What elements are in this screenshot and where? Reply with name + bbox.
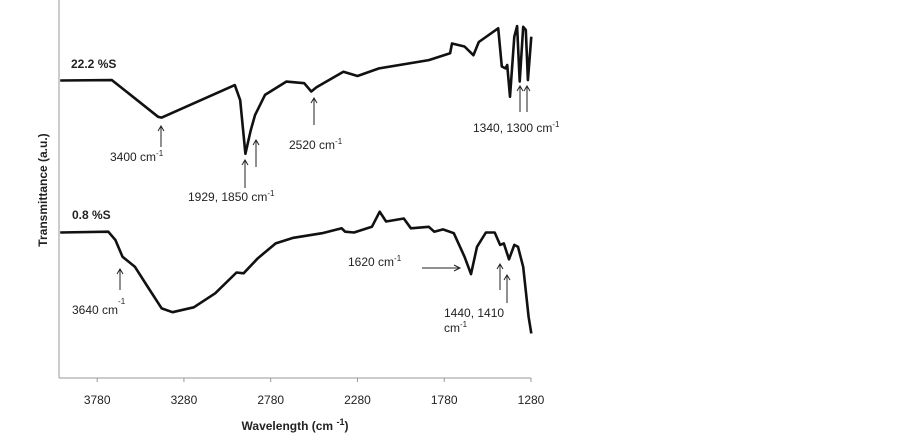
annotation-2520: 2520 cm-1	[289, 97, 343, 152]
x-tick-label: 3280	[171, 393, 198, 407]
svg-text:1440, 1410: 1440, 1410	[444, 306, 504, 320]
svg-text:2520 cm-1: 2520 cm-1	[289, 137, 343, 152]
svg-text:1929, 1850 cm-1: 1929, 1850 cm-1	[188, 189, 275, 204]
svg-text:3640 cm-1: 3640 cm-1	[72, 297, 126, 317]
x-axis-label: Wavelength (cm -1)	[242, 417, 349, 433]
spectrum-line-0	[60, 24, 533, 156]
legend-label-22-2: 22.2 %S	[71, 57, 116, 71]
x-tick-label: 1780	[431, 393, 458, 407]
x-tick-label: 2280	[344, 393, 371, 407]
svg-text:cm-1: cm-1	[444, 320, 468, 335]
x-tick-label: 3780	[84, 393, 111, 407]
annotation-1440-1410: 1440, 1410 cm-1	[444, 263, 511, 335]
svg-text:3400 cm-1: 3400 cm-1	[110, 149, 164, 164]
legend-label-0-8: 0.8 %S	[72, 208, 111, 222]
y-axis-label: Transmittance (a.u.)	[36, 133, 50, 246]
annotation-1340-1300: 1340, 1300 cm-1	[473, 85, 560, 135]
x-tick-label: 2780	[257, 393, 284, 407]
spectrum-line-1	[60, 210, 533, 334]
annotation-1929-1850: 1929, 1850 cm-1	[188, 139, 275, 204]
annotation-3640: 3640 cm-1	[72, 268, 126, 317]
annotation-3400: 3400 cm-1	[110, 125, 165, 164]
svg-text:1340, 1300 cm-1: 1340, 1300 cm-1	[473, 120, 560, 135]
x-tick-label: 1280	[518, 393, 545, 407]
svg-text:1620 cm-1: 1620 cm-1	[348, 254, 402, 269]
annotation-1620: 1620 cm-1	[348, 254, 462, 272]
